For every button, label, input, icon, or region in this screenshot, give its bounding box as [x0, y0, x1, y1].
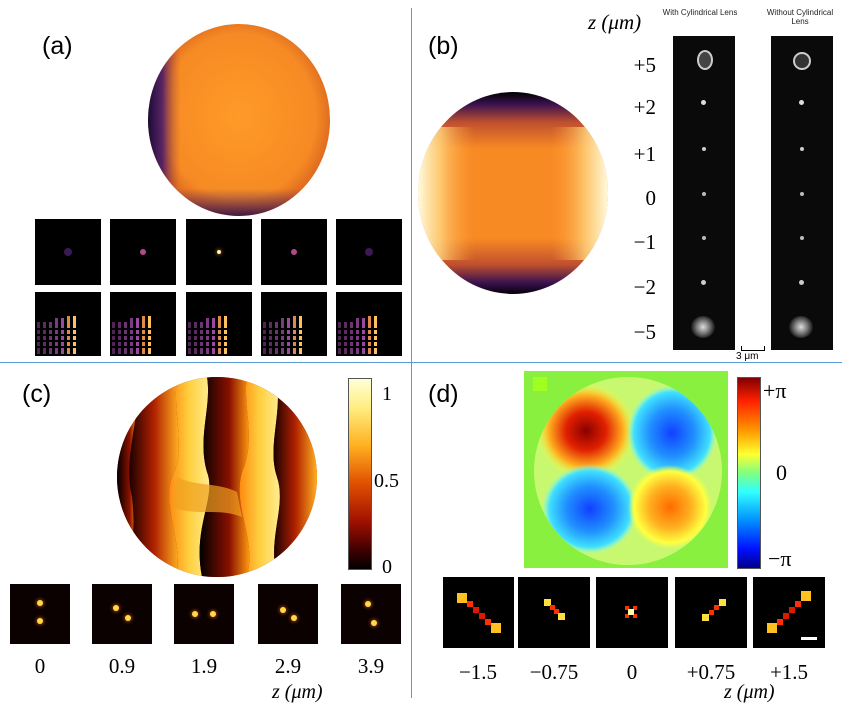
pixel-spot-tile — [753, 577, 825, 648]
colorbar-tick: 0 — [382, 556, 392, 578]
pixel-spot-tile — [443, 577, 514, 648]
psf-tile — [336, 219, 402, 285]
scalebar-label: 3 μm — [736, 351, 759, 362]
z-axis-label: z (μm) — [588, 10, 642, 34]
horizontal-divider — [0, 362, 842, 363]
z-caption: +0.75 — [686, 660, 736, 684]
pixel-spot-tile — [675, 577, 747, 648]
bead-strip-with-lens — [673, 36, 735, 350]
scalebar — [741, 346, 765, 351]
z-axis-label: z (μm) — [724, 681, 775, 703]
panel-b-phase-disk — [418, 92, 608, 294]
double-helix-spot-tile — [341, 584, 401, 644]
column-label-with-lens: With Cylindrical Lens — [662, 8, 738, 17]
pixel-spot-tile — [518, 577, 590, 648]
colorbar-tick: +π — [763, 378, 787, 403]
double-helix-spot-tile — [92, 584, 152, 644]
bead-strip-without-lens — [771, 36, 833, 350]
z-tick: −2 — [633, 275, 656, 299]
z-tick: 0 — [645, 186, 657, 210]
panel-b-label: (b) — [428, 32, 459, 60]
panel-c-phase-disk — [117, 377, 317, 577]
colorbar-tick: 0.5 — [374, 470, 399, 492]
z-tick: +5 — [633, 53, 656, 77]
panel-c-colorbar — [348, 378, 372, 570]
vertical-divider — [411, 8, 412, 698]
psf-tile — [110, 219, 176, 285]
z-tick: +1 — [633, 142, 656, 166]
z-tick: −1 — [633, 230, 656, 254]
grid-pattern-tile — [186, 292, 252, 356]
z-caption: 0.9 — [108, 654, 136, 678]
z-caption: 0 — [34, 654, 46, 678]
z-caption: 2.9 — [274, 654, 302, 678]
panel-c-label: (c) — [22, 380, 52, 408]
psf-tile — [35, 219, 101, 285]
z-caption: 3.9 — [357, 654, 385, 678]
z-axis-label: z (μm) — [272, 681, 323, 703]
grid-pattern-tile — [35, 292, 101, 356]
psf-tile — [186, 219, 252, 285]
z-caption: −0.75 — [529, 660, 579, 684]
z-caption: +1.5 — [769, 660, 809, 684]
colorbar-tick: −π — [768, 546, 792, 571]
psf-tile — [261, 219, 327, 285]
panel-d-label: (d) — [428, 380, 459, 408]
z-caption: 0 — [626, 660, 638, 684]
panel-a-phase-disk — [148, 24, 330, 216]
double-helix-spot-tile — [10, 584, 70, 644]
z-tick: +2 — [633, 95, 656, 119]
double-helix-spot-tile — [258, 584, 318, 644]
panel-a-label: (a) — [42, 32, 73, 60]
double-helix-spot-tile — [174, 584, 234, 644]
grid-pattern-tile — [110, 292, 176, 356]
grid-pattern-tile — [261, 292, 327, 356]
colorbar-tick: 0 — [776, 460, 787, 485]
z-tick: −5 — [633, 320, 656, 344]
panel-d-colorbar — [737, 377, 761, 569]
colorbar-tick: 1 — [382, 383, 392, 405]
pixel-spot-tile — [596, 577, 668, 648]
z-caption: −1.5 — [458, 660, 498, 684]
z-caption: 1.9 — [190, 654, 218, 678]
grid-pattern-tile — [336, 292, 402, 356]
column-label-without-lens: Without Cylindrical Lens — [766, 8, 834, 26]
panel-d-phase-map — [524, 371, 728, 568]
